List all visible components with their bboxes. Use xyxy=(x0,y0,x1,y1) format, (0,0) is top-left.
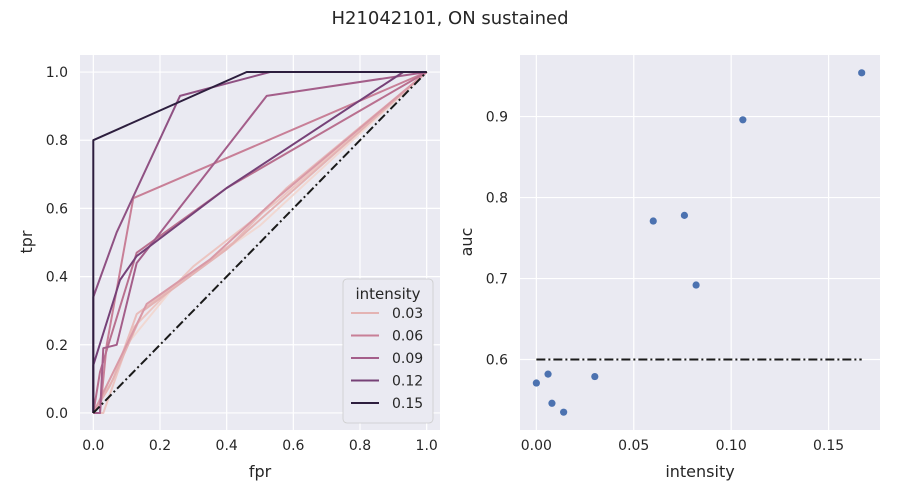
roc-y-tick-label: 0.0 xyxy=(46,406,68,422)
roc-grid xyxy=(80,55,440,430)
auc-x-tick-label: 0.10 xyxy=(716,438,747,454)
roc-curve-6 xyxy=(92,71,428,414)
auc-x-axis-label: intensity xyxy=(665,462,734,481)
auc-x-ticks: 0.00 0.05 0.10 0.15 xyxy=(521,438,844,454)
legend-label: 0.06 xyxy=(392,329,423,345)
auc-y-ticks: 0.6 0.7 0.8 0.9 xyxy=(486,110,508,369)
auc-y-tick-label: 0.8 xyxy=(486,191,508,207)
auc-point xyxy=(591,372,599,381)
legend: intensity 0.03 0.06 0.09 0.12 0.15 xyxy=(342,278,434,424)
auc-y-tick-label: 0.6 xyxy=(486,353,508,369)
roc-y-tick-label: 0.4 xyxy=(46,270,68,286)
auc-point xyxy=(692,281,700,289)
auc-x-tick-label: 0.00 xyxy=(521,438,552,454)
auc-point xyxy=(858,69,866,77)
roc-chance-line xyxy=(92,71,428,414)
roc-y-axis-label: tpr xyxy=(17,230,36,253)
roc-panel: 0.0 0.2 0.4 0.6 0.8 1.0 0.0 0.2 0.4 0.6 0.8 1.0 fp… xyxy=(17,55,440,481)
legend-entries: 0.03 0.06 0.09 0.12 0.15 xyxy=(351,306,423,412)
roc-x-axis-label: fpr xyxy=(249,462,272,481)
auc-plot-area xyxy=(520,55,880,430)
roc-x-tick-label: 0.0 xyxy=(82,438,104,454)
auc-grid xyxy=(520,55,880,430)
auc-y-axis-label: auc xyxy=(457,228,476,257)
roc-y-tick-label: 1.0 xyxy=(46,65,68,81)
roc-y-tick-label: 0.6 xyxy=(46,201,68,217)
legend-label: 0.15 xyxy=(392,396,423,412)
roc-x-tick-label: 1.0 xyxy=(416,438,438,454)
auc-x-tick-label: 0.15 xyxy=(813,438,844,454)
roc-curve-10 xyxy=(92,71,427,413)
roc-x-ticks: 0.0 0.2 0.4 0.6 0.8 1.0 xyxy=(82,438,438,454)
auc-point xyxy=(680,211,689,219)
roc-x-tick-label: 0.4 xyxy=(216,438,238,454)
auc-point xyxy=(544,370,552,378)
roc-x-tick-label: 0.8 xyxy=(349,438,371,454)
roc-lines xyxy=(92,71,428,414)
auc-marks xyxy=(532,69,866,416)
roc-curve-7 xyxy=(93,71,427,414)
auc-point xyxy=(649,217,657,225)
roc-curve-4 xyxy=(92,71,428,414)
auc-point xyxy=(739,116,747,124)
auc-y-tick-label: 0.9 xyxy=(486,110,508,126)
roc-y-ticks: 0.0 0.2 0.4 0.6 0.8 1.0 xyxy=(46,65,68,422)
roc-x-tick-label: 0.6 xyxy=(282,438,304,454)
legend-title: intensity xyxy=(355,285,420,303)
auc-point xyxy=(532,379,540,387)
auc-point xyxy=(560,408,568,416)
legend-label: 0.03 xyxy=(392,306,423,322)
legend-label: 0.12 xyxy=(392,374,423,390)
roc-y-tick-label: 0.8 xyxy=(46,133,68,149)
auc-y-tick-label: 0.7 xyxy=(486,272,508,288)
legend-box xyxy=(342,278,434,424)
roc-y-tick-label: 0.2 xyxy=(46,338,68,354)
auc-x-tick-label: 0.05 xyxy=(618,438,649,454)
auc-point xyxy=(548,399,556,407)
figure-title: H21042101, ON sustained xyxy=(331,8,568,29)
auc-panel: 0.00 0.05 0.10 0.15 0.60.70.80.9 intensity … xyxy=(457,55,880,481)
legend-label: 0.09 xyxy=(392,351,423,367)
roc-x-tick-label: 0.2 xyxy=(149,438,171,454)
